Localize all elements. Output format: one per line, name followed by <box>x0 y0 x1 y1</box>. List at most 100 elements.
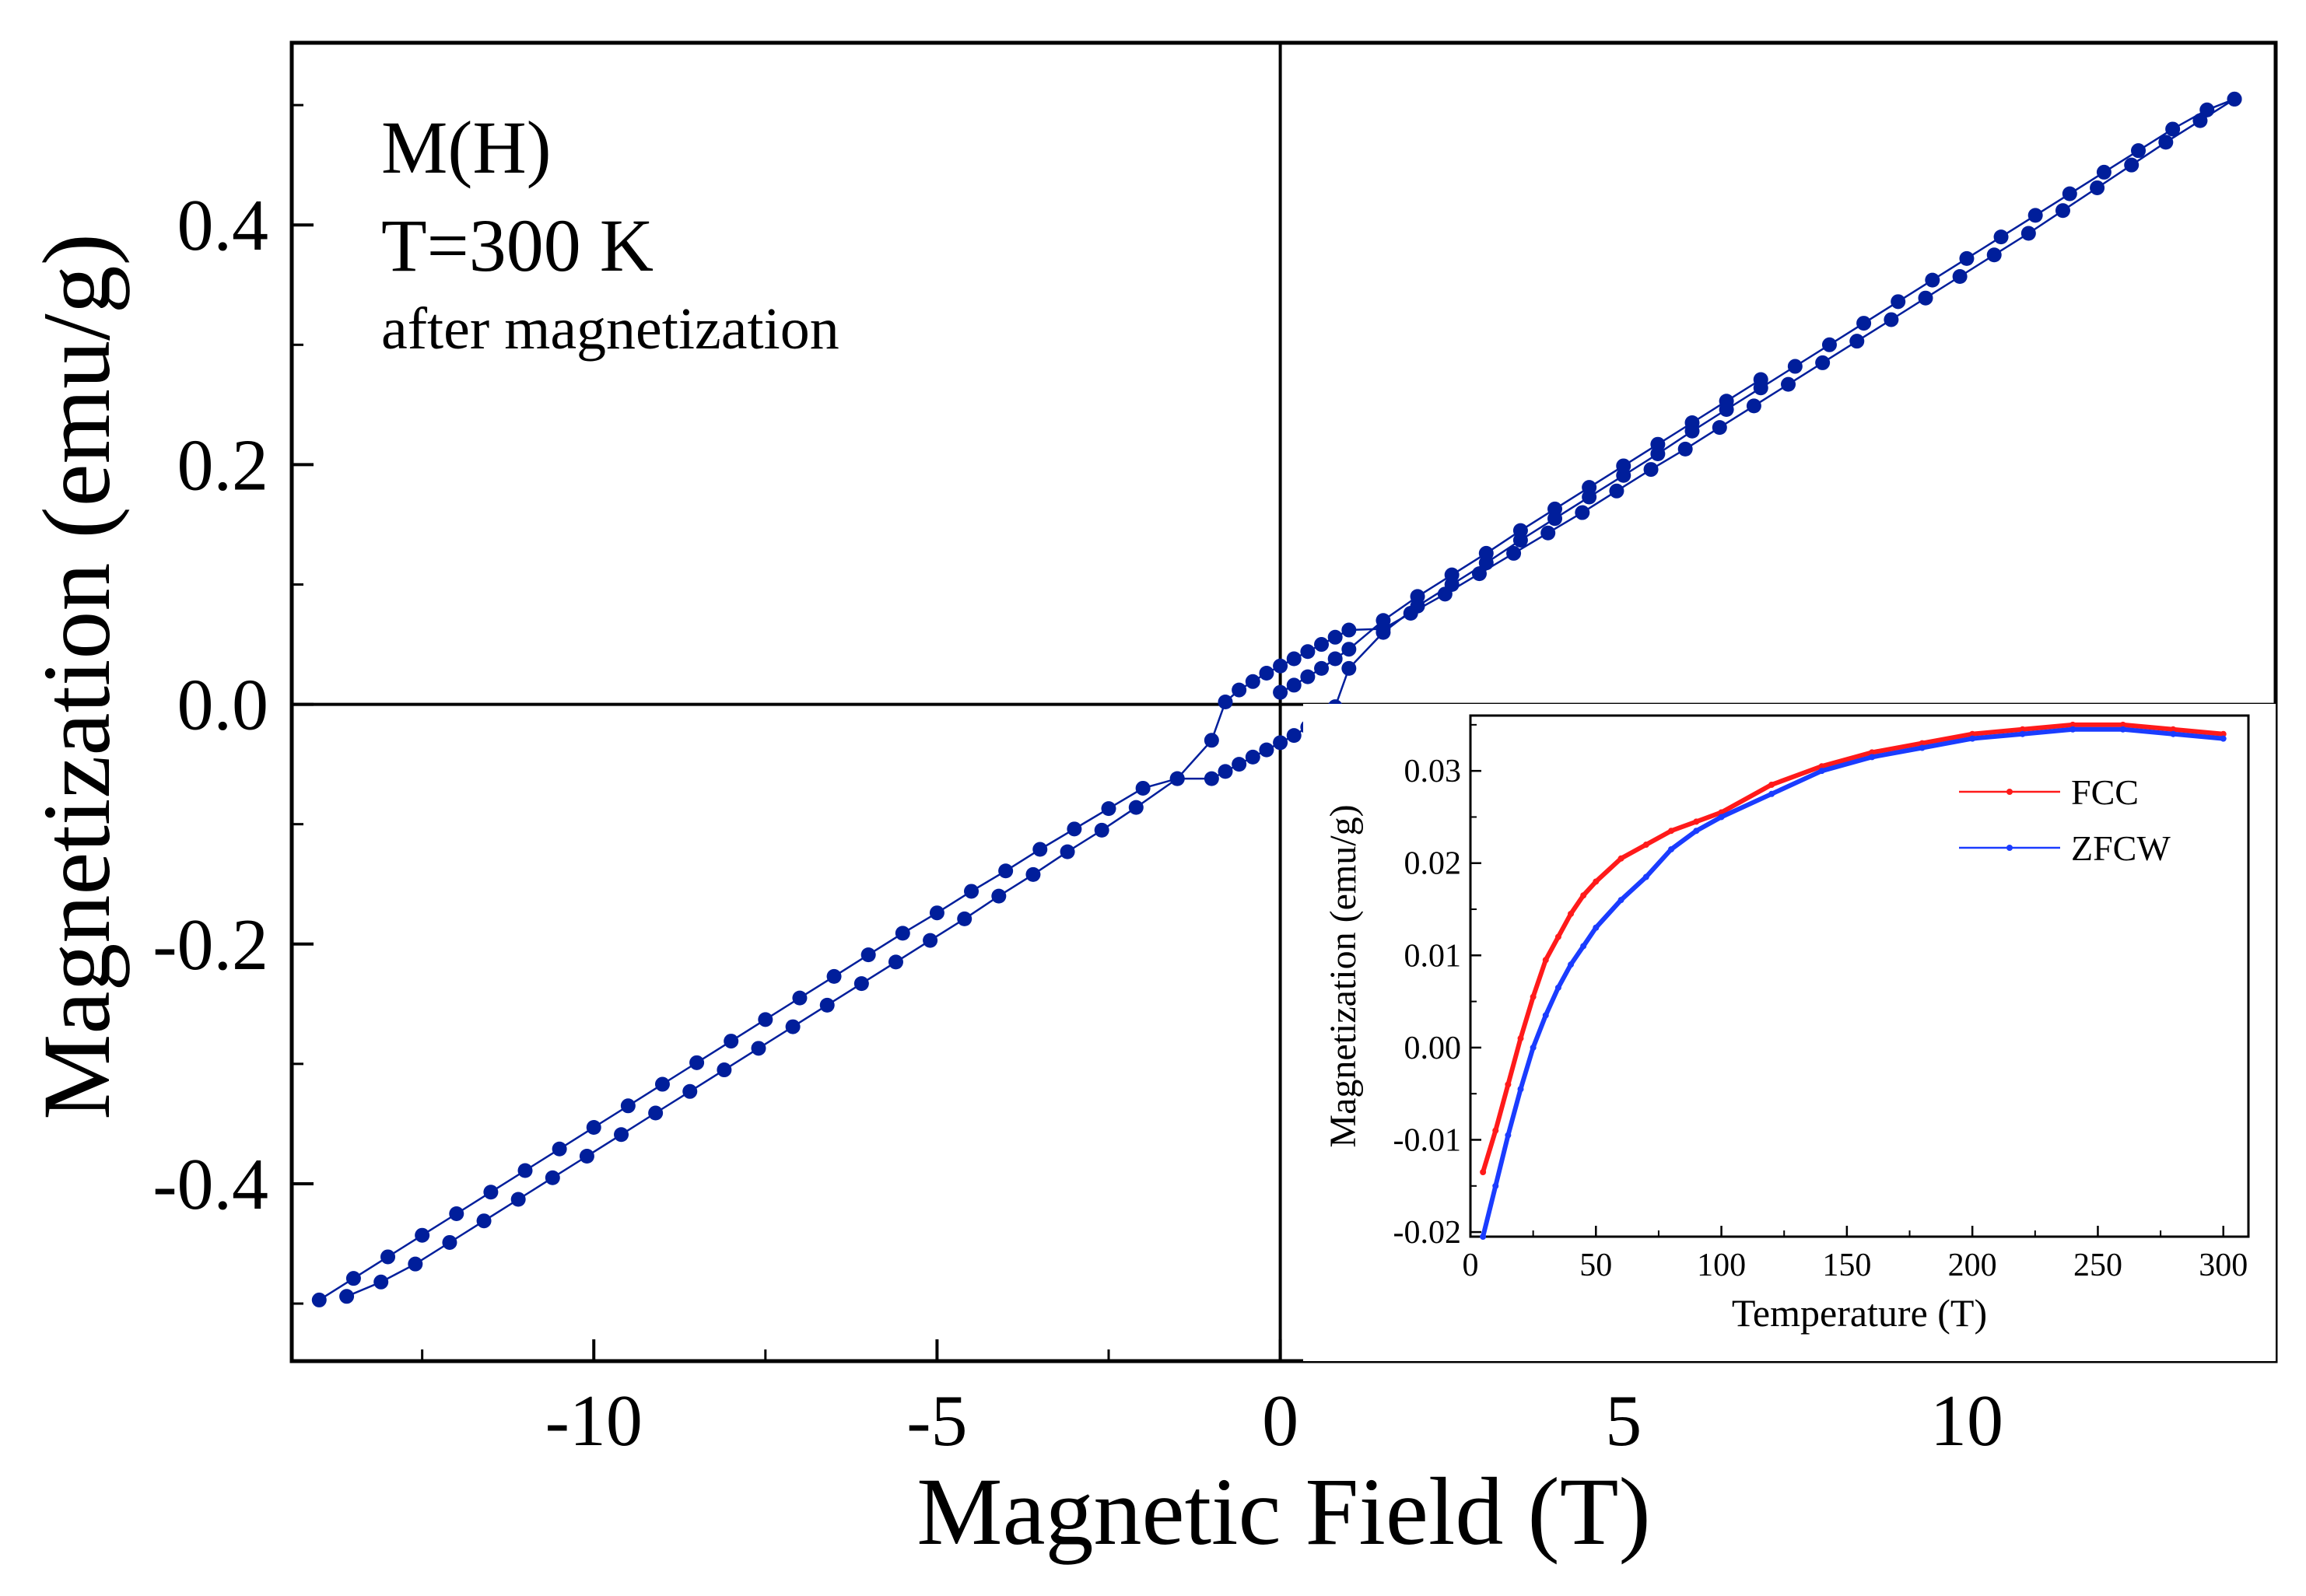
main-data-point <box>517 1163 533 1178</box>
main-data-point <box>1609 483 1624 499</box>
inset-data-point-fcc <box>1554 933 1561 940</box>
main-data-point <box>758 1012 773 1027</box>
main-data-point <box>1918 290 1933 306</box>
main-data-point <box>345 1271 361 1286</box>
main-data-point <box>1582 480 1597 495</box>
inset-data-point-zfcw <box>1593 924 1600 931</box>
inset-data-point-zfcw <box>1517 1086 1524 1093</box>
inset-y-tick-label: -0.02 <box>1393 1215 1462 1251</box>
main-y-tick-label: -0.2 <box>152 905 268 985</box>
main-data-point <box>1218 764 1233 779</box>
inset-data-point-zfcw <box>2019 730 2026 737</box>
main-data-point <box>1032 842 1048 857</box>
main-data-point <box>311 1292 327 1307</box>
inset-x-axis-label: Temperature (T) <box>1732 1291 1987 1335</box>
main-data-point <box>2055 203 2070 219</box>
main-data-point <box>1204 733 1219 748</box>
main-data-point <box>2062 186 2077 201</box>
inset-data-point-fcc <box>1869 749 1876 756</box>
inset-x-tick-label: 150 <box>1822 1248 1871 1283</box>
inset-data-point-zfcw <box>2119 726 2126 733</box>
main-data-point <box>1135 780 1151 796</box>
main-data-point <box>1273 658 1288 674</box>
main-plot: -10 -5 0 5 10-0.4-0.20.00.20.4 M(H) T=300 K … <box>23 40 2278 1565</box>
main-data-point <box>1753 372 1768 387</box>
main-data-point <box>1986 247 2002 263</box>
main-data-point <box>2165 121 2181 137</box>
inset-data-point-zfcw <box>2170 730 2177 737</box>
inset-data-point-zfcw <box>1818 768 1825 775</box>
inset-data-point-zfcw <box>1919 744 1926 751</box>
main-data-point <box>1286 677 1302 693</box>
main-data-point <box>1025 866 1041 882</box>
main-data-point <box>1259 742 1274 758</box>
main-data-point <box>579 1149 594 1164</box>
inset-data-point-zfcw <box>1869 754 1876 761</box>
inset-x-tick-label: 50 <box>1579 1248 1612 1283</box>
main-data-point <box>1314 637 1330 653</box>
main-data-point <box>991 888 1007 904</box>
inset-series-group <box>1480 721 2227 1240</box>
inset-plot-frame <box>1469 714 2250 1238</box>
annotation-after-magnetization: after magnetization <box>381 296 839 362</box>
inset-legend: FCC ZFCW <box>1959 772 2171 868</box>
main-data-point <box>373 1274 389 1290</box>
main-data-point <box>510 1192 526 1207</box>
main-data-point <box>2027 208 2043 223</box>
main-data-point <box>476 1213 492 1229</box>
main-data-point <box>339 1289 355 1304</box>
main-data-point <box>1300 644 1316 660</box>
main-data-point <box>792 990 808 1006</box>
main-data-point <box>998 863 1014 879</box>
main-data-point <box>1444 567 1460 583</box>
legend-fcc-label: FCC <box>2071 772 2139 812</box>
main-data-point <box>1286 728 1302 744</box>
inset-data-point-fcc <box>1517 1035 1524 1042</box>
inset-tick-labels: 0 50 100 150 200 250 300 -0.02 -0.01 0.00 0.01 0.02… <box>1393 754 2248 1283</box>
main-data-point <box>1787 359 1803 374</box>
inset-background <box>1303 704 2276 1361</box>
main-data-point <box>1547 501 1563 516</box>
main-data-point <box>408 1256 423 1272</box>
main-data-point <box>545 1170 560 1185</box>
main-data-point <box>1410 589 1425 604</box>
main-data-point <box>1376 613 1391 628</box>
main-data-point <box>1959 250 1975 266</box>
main-data-point <box>442 1234 457 1250</box>
main-data-point <box>1856 316 1872 331</box>
main-data-point <box>1952 268 1968 284</box>
main-data-point <box>1993 229 2009 245</box>
inset-data-point-zfcw <box>1480 1234 1487 1240</box>
main-data-point <box>1341 622 1357 638</box>
inset-data-point-fcc <box>1668 828 1675 835</box>
annotation-temperature: T=300 K <box>381 204 654 287</box>
inset-data-point-zfcw <box>2220 735 2227 742</box>
main-data-point <box>648 1105 664 1121</box>
inset-data-point-zfcw <box>1505 1132 1512 1139</box>
main-data-point <box>415 1227 430 1243</box>
inset-data-point-zfcw <box>2069 726 2076 733</box>
main-x-tick-label: -5 <box>906 1381 967 1461</box>
main-data-point <box>1169 771 1185 786</box>
main-data-point <box>957 911 973 926</box>
main-data-point <box>1616 458 1631 474</box>
inset-x-tick-label: 100 <box>1697 1248 1746 1283</box>
inset-data-point-zfcw <box>1718 814 1725 821</box>
main-data-point <box>1849 334 1865 349</box>
main-data-point <box>717 1062 732 1078</box>
inset-data-point-fcc <box>1818 763 1825 770</box>
main-data-point <box>1746 398 1761 414</box>
inset-data-point-zfcw <box>1530 1044 1537 1051</box>
main-data-point <box>1512 523 1528 538</box>
inset-x-tick-label: 200 <box>1948 1248 1997 1283</box>
inset-data-point-fcc <box>1617 855 1624 862</box>
main-data-point <box>1232 682 1247 698</box>
main-data-point <box>614 1127 629 1143</box>
main-data-point <box>929 905 944 921</box>
main-x-axis-label: Magnetic Field (T) <box>916 1458 1651 1565</box>
main-data-point <box>2192 113 2208 128</box>
main-data-point <box>2096 164 2111 180</box>
main-data-point <box>1719 394 1734 409</box>
main-x-tick-label: -10 <box>545 1381 643 1461</box>
